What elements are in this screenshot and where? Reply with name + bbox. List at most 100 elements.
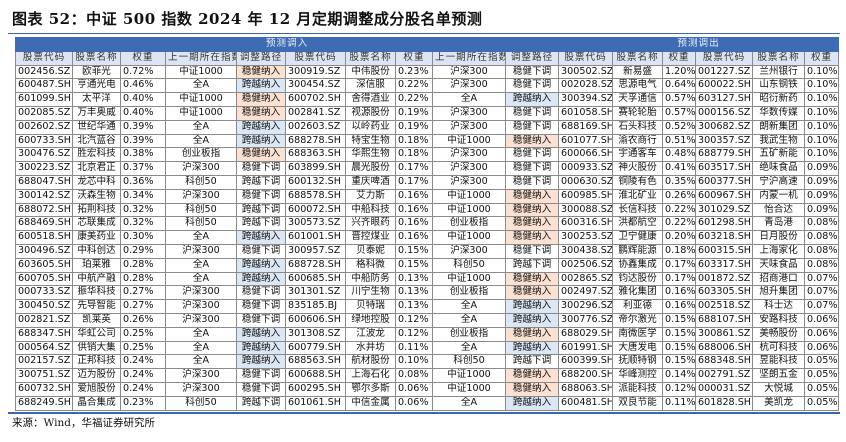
- cell-prev-index: 全A: [165, 354, 237, 370]
- cell-prev-index: 沪深300: [432, 174, 506, 190]
- cell-weight: 0.26%: [120, 312, 166, 328]
- cell-path: 稳健下调: [236, 381, 286, 397]
- cell-name: 晨光股份: [345, 161, 396, 176]
- cell-name: 天孚通信: [612, 92, 664, 107]
- cell-name: 兰州银行: [752, 64, 806, 80]
- cell-name: 怡合达: [752, 202, 806, 218]
- cell-code: 601298.SH: [695, 216, 754, 232]
- cell-prev-index: 全A: [165, 257, 237, 273]
- cell-code: 600377.SH: [695, 174, 754, 190]
- cell-name: 渝农商行: [612, 133, 664, 149]
- cell-weight: 0.13%: [395, 285, 433, 301]
- cell-weight: 0.06%: [804, 326, 840, 342]
- cell-name: 帝尔激光: [612, 312, 664, 328]
- cell-name: 日月股份: [752, 230, 806, 245]
- cell-path: 跨越纳入: [504, 395, 560, 411]
- cell-name: 思源电气: [612, 78, 664, 94]
- cell-path: 稳健下调: [236, 368, 286, 383]
- column-header-weight: 权重: [662, 50, 697, 66]
- cell-code: 600399.SH: [558, 354, 614, 370]
- cell-code: 688072.SH: [15, 202, 73, 218]
- cell-name: 雅化集团: [612, 285, 664, 301]
- cell-code: 002506.SZ: [558, 257, 614, 273]
- cell-name: 视源股份: [345, 105, 396, 121]
- cell-code: 603317.SH: [695, 257, 754, 273]
- cell-weight: 0.24%: [120, 368, 166, 383]
- cell-code: 300957.SZ: [285, 243, 346, 259]
- cell-path: 跨越纳入: [504, 312, 560, 328]
- cell-name: 神火股份: [612, 161, 664, 176]
- column-header-name: 股票名称: [752, 50, 806, 66]
- cell-code: 002602.SZ: [15, 119, 73, 135]
- cell-name: 卫宁健康: [612, 230, 664, 245]
- cell-code: 300861.SZ: [695, 326, 754, 342]
- table-row: 002821.SZ 凯莱英 0.26% 沪深300 稳健下调 600606.SH 绿地控股 0…: [15, 312, 840, 328]
- cell-weight: 0.12%: [395, 312, 433, 328]
- cell-path: 稳健下调: [504, 243, 560, 259]
- cell-name: 拓荆科技: [72, 202, 121, 218]
- cell-name: 双良节能: [612, 395, 664, 411]
- cell-code: 603517.SH: [695, 161, 754, 176]
- cell-weight: 0.15%: [662, 312, 697, 328]
- cell-code: 600702.SH: [285, 92, 346, 107]
- cell-name: 以岭药业: [345, 119, 396, 135]
- cell-prev-index: 科创50: [432, 257, 506, 273]
- cell-path: 跨越纳入: [236, 340, 286, 356]
- cell-path: 稳健下调: [504, 174, 560, 190]
- cell-weight: 0.46%: [120, 78, 166, 94]
- cell-name: 坚朗五金: [752, 368, 806, 383]
- cell-code: 300919.SZ: [285, 64, 346, 80]
- cell-name: 铜陵有色: [612, 174, 664, 190]
- table-row: 300450.SZ 先导智能 0.27% 沪深300 稳健下调 835185.BJ 贝特瑞 0…: [15, 299, 840, 314]
- table-row: 300142.SZ 沃森生物 0.34% 沪深300 稳健下调 688578.SH 艾力斯 0…: [15, 188, 840, 204]
- cell-path: 稳健纳入: [236, 105, 286, 121]
- cell-prev-index: 沪深300: [165, 312, 237, 328]
- cell-code: 601077.SH: [558, 133, 614, 149]
- cell-code: 601061.SH: [285, 395, 346, 411]
- cell-prev-index: 全A: [165, 326, 237, 342]
- cell-path: 跨越纳入: [236, 119, 286, 135]
- cell-name: 贝特瑞: [345, 299, 396, 314]
- cell-code: 300776.SZ: [558, 312, 614, 328]
- cell-name: 朗新集团: [752, 119, 806, 135]
- cell-code: 300088.SZ: [558, 202, 614, 218]
- cell-prev-index: 全A: [165, 271, 237, 287]
- cell-prev-index: 沪深300: [165, 188, 237, 204]
- cell-weight: 0.52%: [662, 119, 697, 135]
- table-row: 688047.SH 龙芯中科 0.36% 科创50 跨越下调 600132.SH 重庆啤酒 0…: [15, 174, 840, 190]
- cell-name: 万丰奥威: [72, 105, 121, 121]
- cell-name: 洪都航空: [612, 216, 664, 232]
- cell-code: 002865.SZ: [558, 271, 614, 287]
- cell-path: 跨越纳入: [236, 354, 286, 370]
- table-row: 600733.SH 北汽蓝谷 0.39% 全A 跨越纳入 688278.SH 特宝生物 0.1…: [15, 133, 840, 149]
- cell-code: 002028.SZ: [558, 78, 614, 94]
- cell-name: 抚顺特钢: [612, 354, 664, 370]
- cell-name: 龙芯中科: [72, 174, 121, 190]
- cell-prev-index: 沪深300: [165, 243, 237, 259]
- cell-name: 振华科技: [72, 285, 121, 301]
- table-row: 300496.SZ 中科创达 0.29% 沪深300 稳健下调 300957.SZ 贝泰妮 0…: [15, 243, 840, 259]
- cell-code: 688047.SH: [15, 174, 73, 190]
- cell-weight: 0.19%: [395, 105, 433, 121]
- cell-code: 600705.SH: [15, 271, 73, 287]
- cell-prev-index: 全A: [432, 92, 506, 107]
- cell-name: 先导智能: [72, 299, 121, 314]
- cell-code: 601828.SH: [695, 395, 754, 411]
- cell-code: 300438.SZ: [558, 243, 614, 259]
- bottom-divider: [8, 412, 840, 414]
- table-row: 300476.SZ 胜宏科技 0.38% 创业板指 稳健纳入 688363.SH 华熙生物 0…: [15, 147, 840, 163]
- column-header-weight: 权重: [120, 50, 166, 66]
- cell-weight: 0.39%: [120, 119, 166, 135]
- table-row: 688249.SH 晶合集成 0.23% 科创50 跨越下调 601061.SH 中信金属 0…: [15, 395, 840, 411]
- cell-code: 000031.SZ: [695, 381, 754, 397]
- table-row: 600487.SH 亨通光电 0.46% 全A 跨越纳入 300454.SZ 深信服 0.22…: [15, 78, 840, 94]
- cell-weight: 0.40%: [120, 105, 166, 121]
- cell-weight: 0.26%: [662, 188, 697, 204]
- cell-code: 300502.SZ: [558, 64, 614, 80]
- cell-name: 鹏辉能源: [612, 243, 664, 259]
- column-header-name: 股票名称: [72, 50, 121, 66]
- table-row: 002157.SZ 正邦科技 0.24% 全A 跨越纳入 688563.SH 航材股份 0.1…: [15, 354, 840, 370]
- cell-weight: 0.08%: [804, 257, 840, 273]
- cell-prev-index: 中证1000: [165, 64, 237, 80]
- cell-weight: 0.38%: [120, 147, 166, 163]
